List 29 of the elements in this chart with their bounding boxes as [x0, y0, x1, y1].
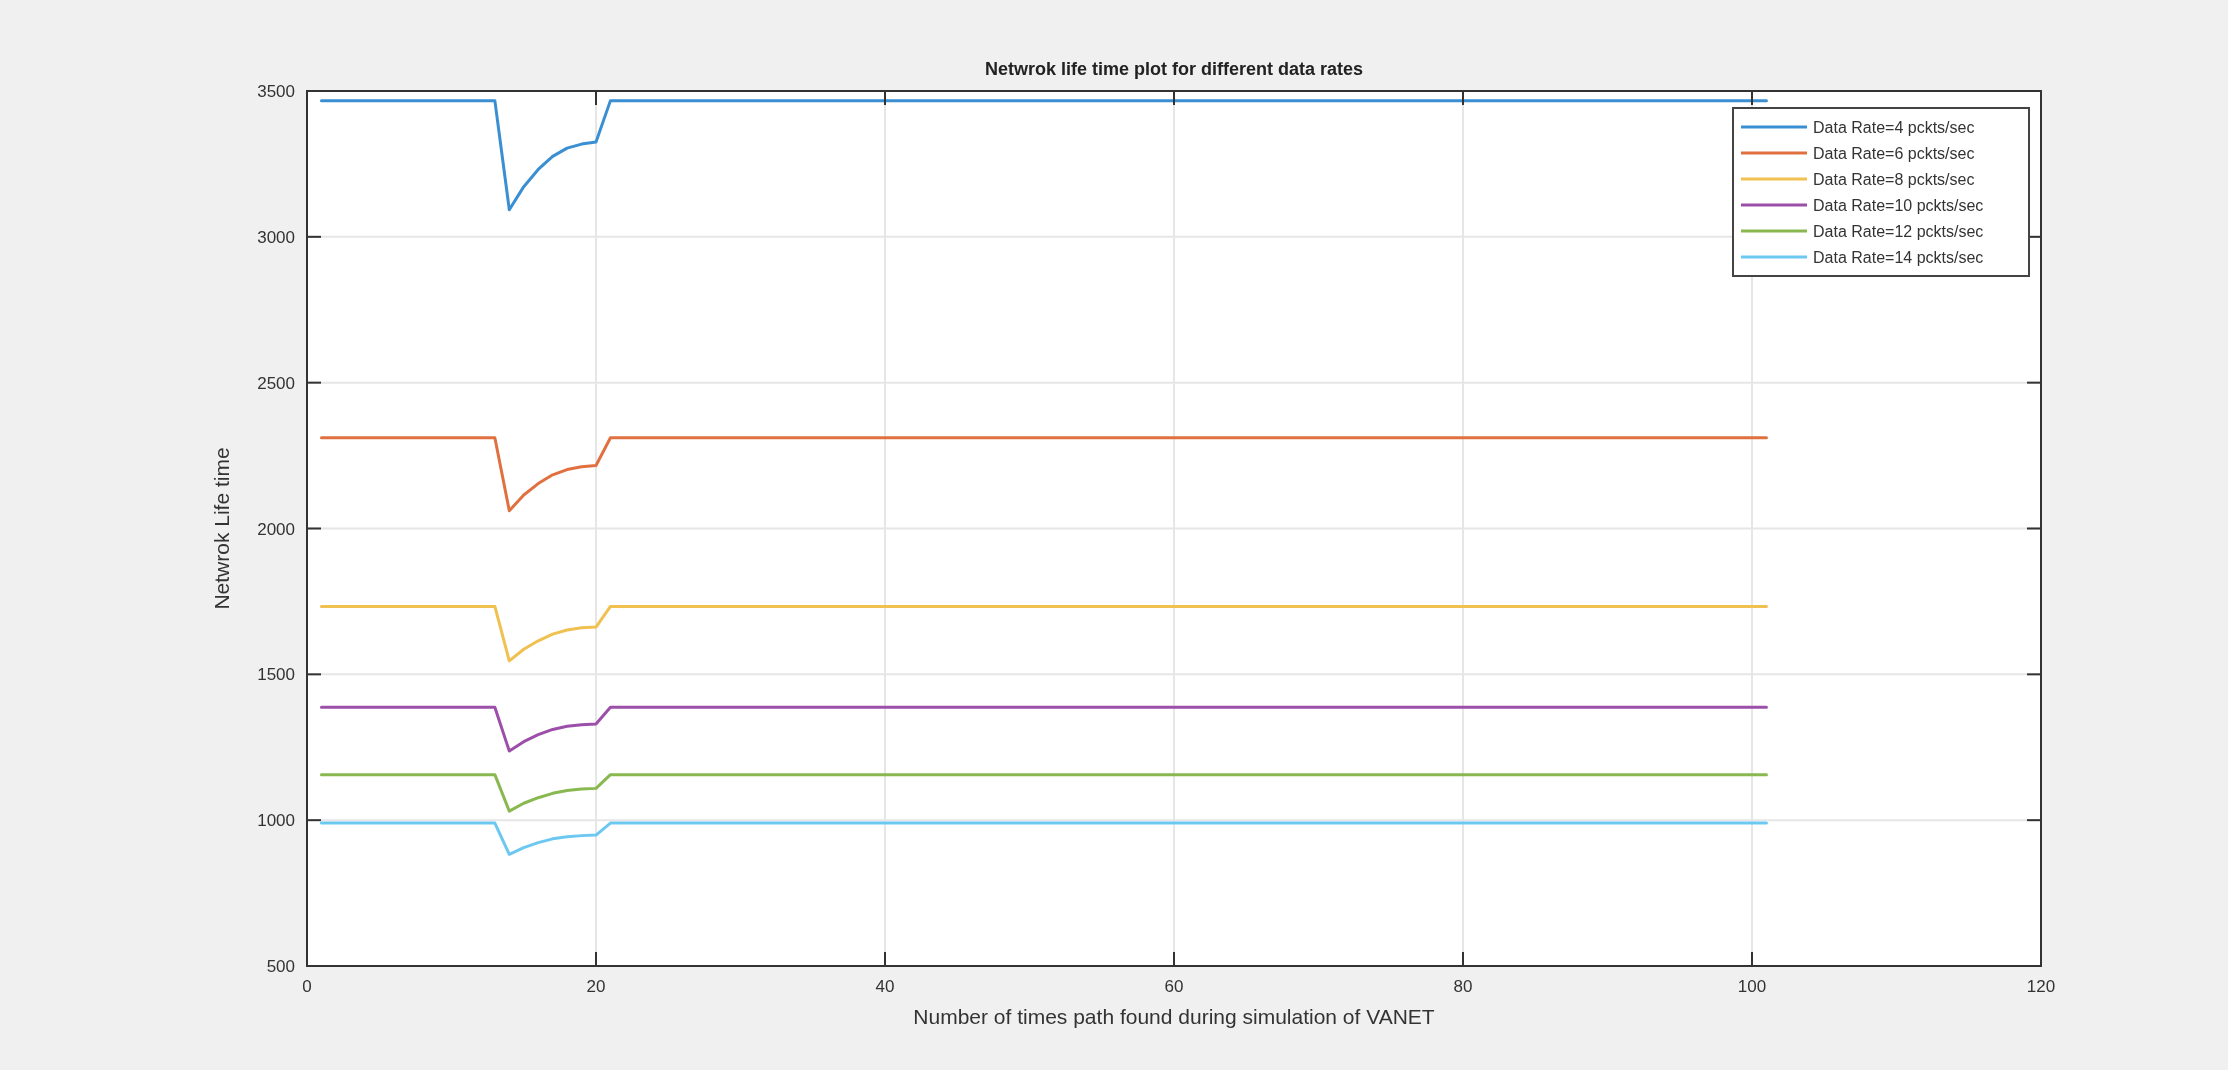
- legend-label: Data Rate=12 pckts/sec: [1813, 223, 1984, 240]
- x-tick-label: 0: [302, 977, 312, 996]
- line-series: [319, 436, 1768, 513]
- y-tick-label: 1000: [257, 811, 295, 831]
- line-series: [319, 604, 1768, 663]
- x-tick-label: 100: [1737, 977, 1767, 996]
- line-series: [319, 99, 1768, 212]
- x-axis-title: Number of times path found during simulation of VANET: [913, 1005, 1435, 1028]
- legend-label: Data Rate=14 pckts/sec: [1813, 249, 1984, 266]
- y-tick-label: 2500: [257, 373, 295, 393]
- x-tick-label: 120: [2026, 977, 2056, 996]
- chart-title: Netwrok life time plot for different data rates: [984, 59, 1364, 79]
- y-tick-label: 3000: [257, 227, 295, 247]
- x-tick-label: 20: [586, 977, 606, 996]
- x-tick-label: 80: [1453, 977, 1473, 996]
- y-tick-label: 2000: [257, 519, 295, 539]
- line-series: [319, 705, 1768, 753]
- legend-label: Data Rate=4 pckts/sec: [1813, 119, 1975, 136]
- x-tick-label: 40: [875, 977, 895, 996]
- y-axis-title: Netwrok Life time: [210, 447, 233, 610]
- legend-label: Data Rate=8 pckts/sec: [1813, 171, 1975, 188]
- line-series: [319, 821, 1768, 856]
- legend-label: Data Rate=10 pckts/sec: [1813, 197, 1984, 214]
- x-tick-label: 60: [1164, 977, 1184, 996]
- legend-label: Data Rate=6 pckts/sec: [1813, 145, 1975, 162]
- y-tick-label: 3500: [257, 82, 295, 101]
- y-tick-label: 1500: [257, 665, 295, 685]
- line-series: [319, 773, 1768, 813]
- y-tick-label: 500: [266, 957, 295, 976]
